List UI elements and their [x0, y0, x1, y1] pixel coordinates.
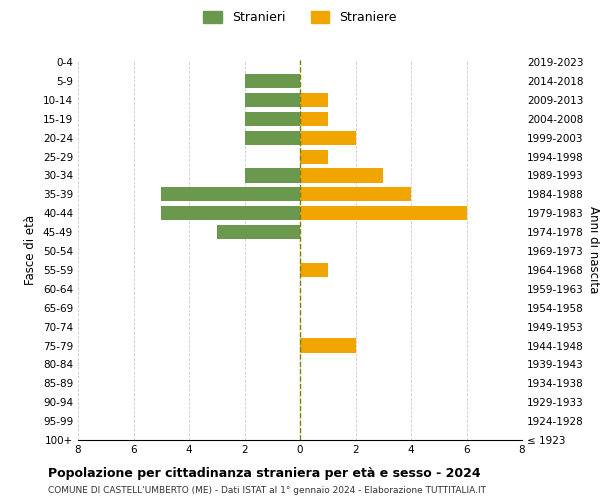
Bar	[161, 188, 300, 202]
Bar	[300, 188, 411, 202]
Bar	[245, 93, 300, 107]
Bar	[245, 168, 300, 182]
Bar	[161, 206, 300, 220]
Legend: Stranieri, Straniere: Stranieri, Straniere	[198, 6, 402, 29]
Y-axis label: Fasce di età: Fasce di età	[25, 215, 37, 285]
Y-axis label: Anni di nascita: Anni di nascita	[587, 206, 600, 294]
Bar	[300, 206, 467, 220]
Bar	[300, 263, 328, 277]
Bar	[245, 112, 300, 126]
Bar	[300, 93, 328, 107]
Bar	[300, 130, 355, 145]
Bar	[245, 74, 300, 88]
Text: COMUNE DI CASTELL'UMBERTO (ME) - Dati ISTAT al 1° gennaio 2024 - Elaborazione TU: COMUNE DI CASTELL'UMBERTO (ME) - Dati IS…	[48, 486, 486, 495]
Bar	[300, 150, 328, 164]
Bar	[217, 225, 300, 240]
Bar	[300, 112, 328, 126]
Text: Popolazione per cittadinanza straniera per età e sesso - 2024: Popolazione per cittadinanza straniera p…	[48, 467, 481, 480]
Bar	[300, 168, 383, 182]
Bar	[245, 130, 300, 145]
Bar	[300, 338, 355, 352]
